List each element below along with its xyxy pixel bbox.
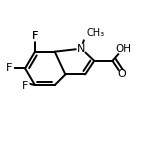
Circle shape (5, 64, 13, 73)
Text: N: N (77, 44, 86, 54)
Text: F: F (22, 81, 28, 91)
Text: F: F (6, 63, 12, 73)
Text: F: F (32, 31, 38, 41)
Text: OH: OH (115, 44, 131, 54)
Text: F: F (32, 31, 38, 41)
Text: O: O (117, 69, 126, 79)
Circle shape (118, 71, 125, 78)
Circle shape (77, 44, 86, 53)
Text: CH₃: CH₃ (87, 28, 105, 38)
Circle shape (21, 82, 29, 90)
Circle shape (117, 43, 129, 54)
Circle shape (31, 32, 39, 41)
Circle shape (80, 28, 92, 39)
